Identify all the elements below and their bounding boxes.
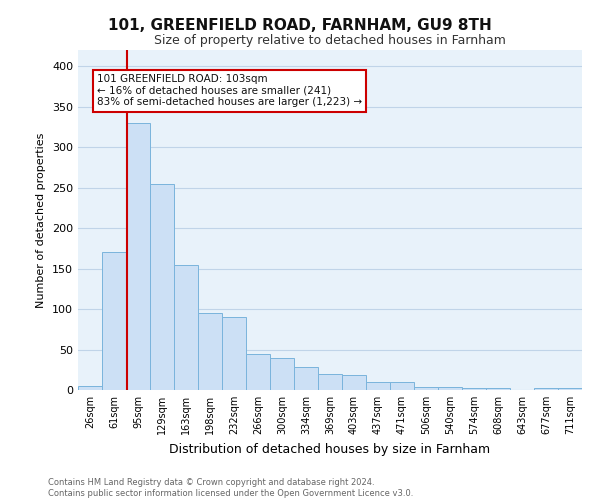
- Bar: [438, 387, 462, 390]
- Bar: [462, 388, 486, 390]
- Bar: [486, 388, 510, 390]
- Bar: [342, 376, 366, 390]
- Bar: [102, 252, 126, 390]
- Text: 101 GREENFIELD ROAD: 103sqm
← 16% of detached houses are smaller (241)
83% of se: 101 GREENFIELD ROAD: 103sqm ← 16% of det…: [97, 74, 362, 108]
- Bar: [390, 382, 414, 390]
- Title: Size of property relative to detached houses in Farnham: Size of property relative to detached ho…: [154, 34, 506, 48]
- Bar: [246, 354, 270, 390]
- Bar: [534, 388, 558, 390]
- Bar: [174, 264, 198, 390]
- Bar: [126, 123, 150, 390]
- Bar: [198, 313, 222, 390]
- Bar: [414, 387, 438, 390]
- Bar: [270, 358, 294, 390]
- Bar: [294, 368, 318, 390]
- Bar: [150, 184, 174, 390]
- Bar: [78, 386, 102, 390]
- X-axis label: Distribution of detached houses by size in Farnham: Distribution of detached houses by size …: [169, 442, 491, 456]
- Y-axis label: Number of detached properties: Number of detached properties: [37, 132, 46, 308]
- Bar: [318, 374, 342, 390]
- Bar: [558, 388, 582, 390]
- Bar: [366, 382, 390, 390]
- Text: 101, GREENFIELD ROAD, FARNHAM, GU9 8TH: 101, GREENFIELD ROAD, FARNHAM, GU9 8TH: [108, 18, 492, 32]
- Bar: [222, 317, 246, 390]
- Text: Contains HM Land Registry data © Crown copyright and database right 2024.
Contai: Contains HM Land Registry data © Crown c…: [48, 478, 413, 498]
